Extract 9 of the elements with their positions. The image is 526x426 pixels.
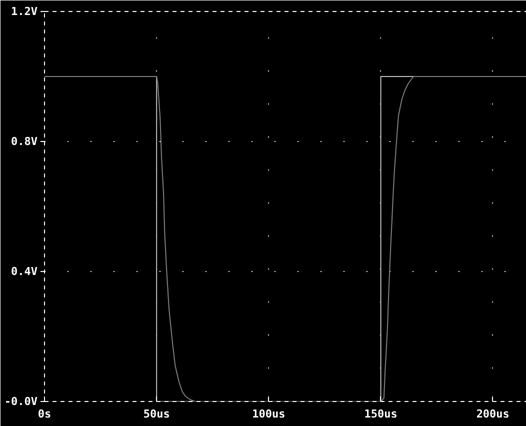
y-tick-label: 0.4V xyxy=(11,265,38,278)
y-tick-label: 0.8V xyxy=(11,135,38,148)
x-tick-label: 50us xyxy=(143,408,170,420)
x-tick-label: 200us xyxy=(476,408,510,420)
y-tick-label: -0.0V xyxy=(4,395,38,408)
x-tick-label: 100us xyxy=(252,408,286,420)
x-tick-label: 150us xyxy=(364,408,398,420)
y-tick-label: 1.2V xyxy=(11,5,38,18)
x-tick-label: 0s xyxy=(38,408,52,420)
